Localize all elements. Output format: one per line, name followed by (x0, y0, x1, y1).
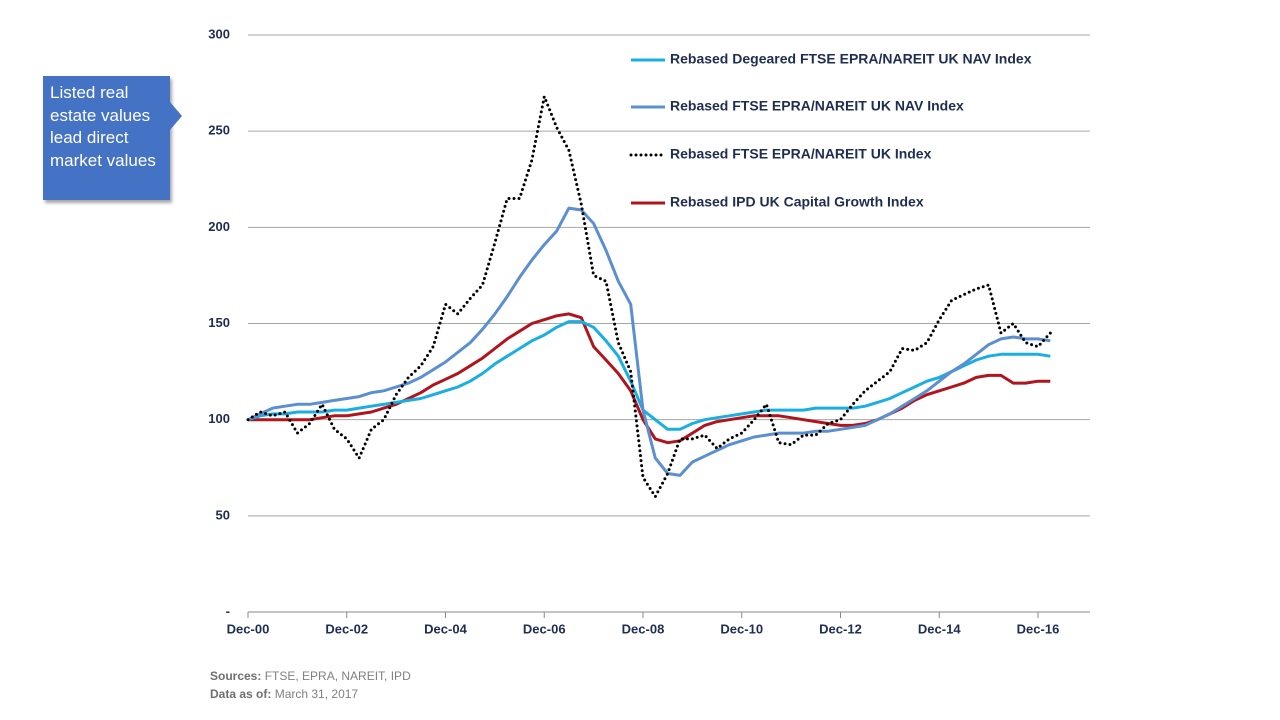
x-tick-label: Dec-10 (720, 621, 763, 636)
y-tick-label: 250 (208, 123, 230, 138)
date-label: Data as of: (210, 687, 272, 701)
legend-label: Rebased IPD UK Capital Growth Index (670, 194, 924, 210)
x-tick-label: Dec-04 (424, 621, 467, 636)
sources-text: FTSE, EPRA, NAREIT, IPD (264, 669, 411, 683)
x-tick-label: Dec-12 (819, 621, 862, 636)
legend-label: Rebased FTSE EPRA/NAREIT UK NAV Index (670, 98, 964, 114)
series-line (248, 312, 1051, 445)
x-tick-label: Dec-08 (622, 621, 665, 636)
x-tick-label: Dec-02 (325, 621, 368, 636)
sources: Sources: FTSE, EPRA, NAREIT, IPD (210, 669, 411, 683)
y-tick-label: 300 (208, 26, 230, 41)
callout-arrow (170, 102, 182, 130)
series-line (246, 95, 1052, 499)
y-tick-label: 200 (208, 219, 230, 234)
y-tick-label: 150 (208, 315, 230, 330)
date-text: March 31, 2017 (274, 687, 359, 701)
x-tick-label: Dec-14 (918, 621, 961, 636)
data-date: Data as of: March 31, 2017 (210, 687, 358, 701)
legend-label: Rebased Degeared FTSE EPRA/NAREIT UK NAV… (670, 51, 1032, 67)
series-line (247, 320, 1051, 431)
y-tick-label: 100 (208, 411, 230, 426)
sources-label: Sources: (210, 669, 262, 683)
y-tick-label: 50 (216, 507, 230, 522)
callout: Listed real estate values lead direct ma… (43, 76, 170, 200)
x-tick-label: Dec-06 (523, 621, 566, 636)
legend-label: Rebased FTSE EPRA/NAREIT UK Index (670, 146, 932, 162)
x-tick-label: Dec-16 (1017, 621, 1060, 636)
y-tick-label: - (226, 603, 230, 618)
series-line (247, 206, 1051, 477)
x-tick-label: Dec-00 (227, 621, 270, 636)
